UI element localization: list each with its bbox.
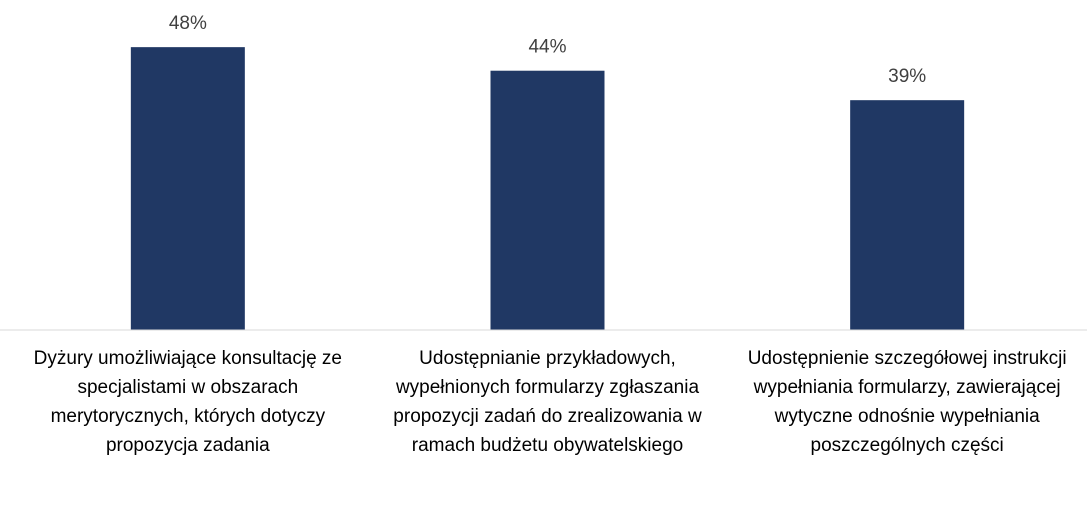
bar <box>490 70 605 330</box>
value-label: 48% <box>169 13 207 34</box>
value-label: 39% <box>888 66 926 87</box>
x-tick-label: Dyżury umożliwiające konsultację ze spec… <box>33 348 342 456</box>
x-tick-label: Udostępnienie szczegółowej instrukcji wy… <box>747 348 1067 456</box>
bar <box>130 47 245 331</box>
x-tick-label: Udostępnianie przykładowych, wypełnionyc… <box>393 348 702 456</box>
value-label: 44% <box>528 37 566 58</box>
bar <box>850 100 965 330</box>
